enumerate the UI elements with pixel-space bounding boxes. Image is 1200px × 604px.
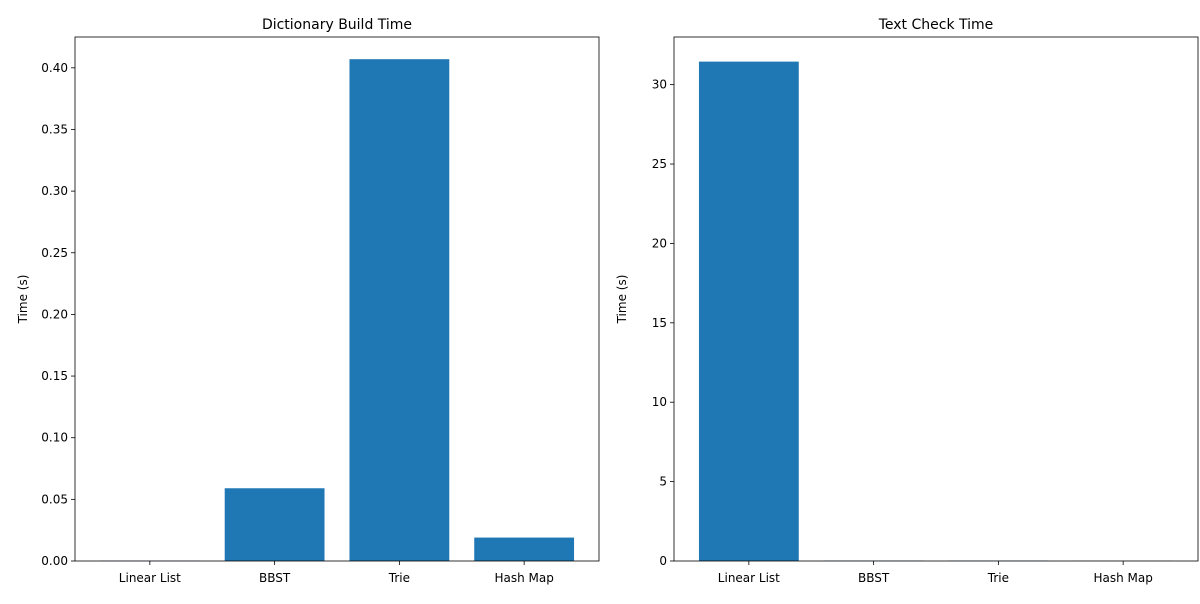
x-tick-label: BBST	[858, 571, 890, 585]
x-tick-label: Hash Map	[494, 571, 553, 585]
y-tick-label: 5	[659, 475, 667, 489]
y-tick-label: 0.25	[41, 246, 68, 260]
y-tick-label: 0.05	[41, 492, 68, 506]
y-tick-label: 0.40	[41, 61, 68, 75]
y-axis-label: Time (s)	[615, 275, 629, 325]
bar-bbst	[225, 488, 325, 561]
y-tick-label: 0.30	[41, 184, 68, 198]
axes-frame	[75, 37, 599, 561]
x-tick-label: Linear List	[718, 571, 780, 585]
y-tick-label: 0.10	[41, 431, 68, 445]
y-tick-label: 0.00	[41, 554, 68, 568]
x-tick-label: Trie	[987, 571, 1009, 585]
x-tick-label: Hash Map	[1093, 571, 1152, 585]
bar-trie	[349, 59, 449, 561]
chart-panel-1: Dictionary Build Time Time (s) Linear List…	[16, 17, 599, 585]
y-tick-label: 15	[652, 316, 667, 330]
x-tick-label: Linear List	[119, 571, 181, 585]
bar-linear-list	[699, 62, 799, 561]
y-tick-label: 25	[652, 157, 667, 171]
y-tick-label: 20	[652, 236, 667, 250]
x-tick-label: BBST	[259, 571, 291, 585]
y-axis-label: Time (s)	[16, 275, 30, 325]
y-tick-label: 0.15	[41, 369, 68, 383]
y-tick-label: 0.20	[41, 307, 68, 321]
chart-title: Text Check Time	[878, 17, 994, 33]
y-tick-label: 30	[652, 78, 667, 92]
chart-panel-2: Text Check Time Time (s) Linear List BBST Tr…	[615, 17, 1198, 585]
y-tick-label: 10	[652, 395, 667, 409]
y-tick-label: 0	[659, 554, 667, 568]
bar-hash-map	[474, 538, 574, 561]
y-tick-label: 0.35	[41, 122, 68, 136]
chart-title: Dictionary Build Time	[262, 17, 412, 33]
x-tick-label: Trie	[388, 571, 410, 585]
